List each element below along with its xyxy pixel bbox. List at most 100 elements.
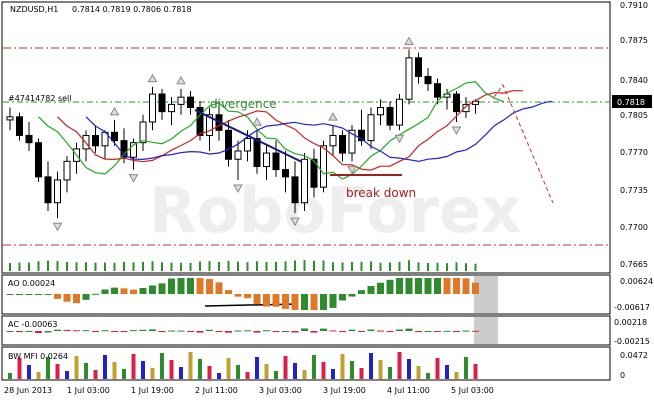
candle-body [44,176,52,204]
volume-bar [322,260,325,271]
candle-body [377,107,384,116]
ac-bar [130,330,137,332]
volume-bar [351,261,353,271]
mfi-bar [350,361,354,379]
mfi-bar [131,354,136,379]
volume-bar [189,262,192,271]
ao-bar [358,290,365,294]
ao-bar [73,294,80,304]
ao-bar [339,294,346,301]
mfi-bar [407,359,411,379]
mfi-bar [198,359,202,379]
candle-body [120,140,128,158]
ao-bar [158,283,166,294]
mfi-bar [236,365,240,379]
ao-bar [44,294,52,295]
fractal-up-icon [328,112,338,121]
ao-pane[interactable]: AO 0.00024 0.00624 -0.00617 [1,274,653,315]
time-tick-4: 2 Jul 11:00 [195,386,238,395]
ac-bar [158,331,166,333]
ac-bar [139,329,147,331]
fractal-down-icon [128,174,139,183]
candle-body [282,169,289,178]
ao-bar [320,294,327,310]
ao-bar [263,294,270,307]
volume-bar [275,261,277,271]
ac-bar [44,331,52,333]
candle-body [358,129,365,142]
ac-bar [310,331,318,333]
ac-bar [415,331,422,333]
volume-bar [218,261,220,271]
volume-bar [474,263,477,271]
ao-bar [196,278,204,294]
fractal-up-icon [147,73,158,83]
volume-bar [199,261,201,271]
ac-bar [244,330,251,332]
candle-body [6,116,14,121]
candle-body [35,142,42,178]
ac-label: AC -0.00063 [8,320,57,329]
ao-bar [405,278,413,294]
mfi-pane[interactable]: BW MFI 0.0264 0.0472 0 [1,346,648,381]
candle-body [263,152,270,167]
candle-body [16,116,23,136]
candle-body [158,93,166,113]
mfi-bar [274,371,278,379]
ac-pane[interactable]: AC -0.00063 0.00218 -0.00215 [1,315,650,346]
mfi-bar [93,370,98,379]
mfi-bar [416,366,421,379]
ao-bar [424,278,432,294]
volume-bar [132,262,135,271]
ac-bar [54,329,61,331]
volume-bar [398,261,401,271]
symbol-title: NZDUSD,H1 [10,5,58,14]
volume-bar [417,262,420,271]
ao-histogram [6,278,479,310]
mfi-bar [378,360,383,379]
time-tick-2: 1 Jul 03:00 [67,386,110,395]
volume-bar [85,262,87,271]
candle-body [405,57,413,100]
mfi-bar [331,369,335,379]
ac-bar [329,330,337,332]
ao-scale-top: 0.00624 [620,277,653,286]
ac-bar [472,330,479,332]
candle-body [168,103,175,113]
fractal-down-icon [290,217,300,227]
ac-bar [424,331,432,332]
ao-bar [367,286,375,294]
price-pane[interactable]: RoboForex divergence break down NZDUSD,H… [1,1,611,274]
volume-bar [208,261,211,271]
price-tick-3: 0.7840 [620,76,648,85]
mfi-bar [141,361,145,379]
volume-bar [123,261,125,271]
candle-body [149,93,156,123]
mfi-scale-bottom: 0 [620,371,625,380]
fractal-up-icon [176,75,186,85]
mfi-bar [188,352,193,379]
candle-body [253,138,261,167]
mfi-bar [8,373,12,379]
volume-bar [170,262,173,271]
mfi-bar [464,357,468,379]
candle-body [291,176,299,204]
time-axis: 28 Jun 2013 1 Jul 03:00 1 Jul 19:00 2 Ju… [4,386,494,395]
time-tick-1: 28 Jun 2013 [4,386,52,395]
candle-body [453,93,460,113]
volume-bar [151,261,154,271]
fractal-down-icon [394,134,405,144]
price-tick-2: 0.7875 [620,36,648,45]
volume-bar [408,260,410,271]
price-tick-4: 0.7805 [620,111,648,120]
divergence-label: divergence [210,97,277,111]
ao-bar [386,279,394,294]
price-axis: 0.7910 0.7875 0.7840 0.7805 0.7770 0.773… [612,1,652,269]
volume-bar [313,260,315,271]
ao-bar [396,278,403,294]
alligator-jaw-line [85,100,552,163]
divergence-trendline [194,109,303,163]
ao-bar [244,294,251,299]
ao-bar [443,278,451,294]
